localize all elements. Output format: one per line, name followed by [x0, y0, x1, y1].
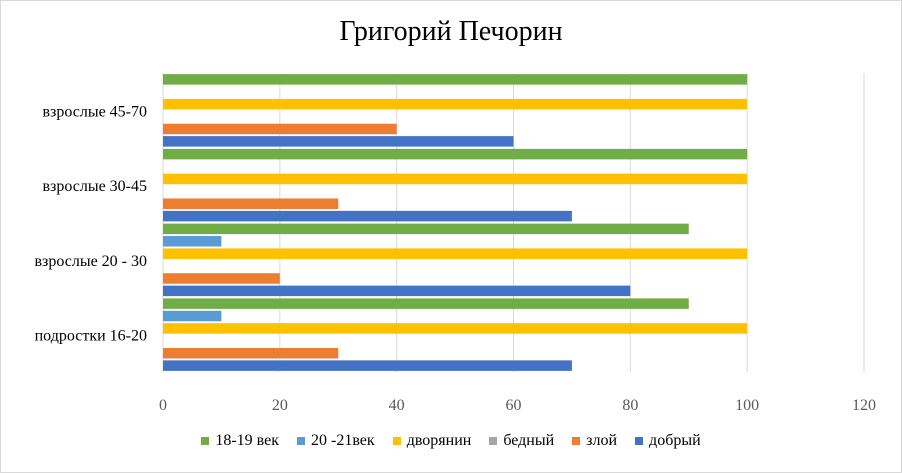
legend-item: 20 -21век — [297, 432, 375, 450]
category-label: взрослые 20 - 30 — [34, 253, 147, 270]
bar — [163, 273, 280, 284]
legend-swatch — [392, 437, 401, 445]
bar — [163, 74, 748, 85]
bar — [163, 248, 748, 259]
legend-swatch — [297, 437, 306, 445]
bar — [163, 136, 514, 147]
bar — [163, 148, 748, 160]
bar — [163, 347, 339, 359]
legend-label: дворянин — [406, 432, 472, 449]
bar — [163, 98, 748, 110]
category-label: взрослые 30-45 — [42, 178, 147, 195]
bar — [163, 210, 572, 222]
bar — [163, 223, 689, 235]
category-label: подростки 16-20 — [35, 328, 147, 345]
chart-legend: 18-19 век 20 -21век дворянин бедный злой добр… — [0, 432, 902, 450]
bar — [163, 198, 339, 209]
bar — [163, 360, 572, 371]
bar — [163, 173, 748, 185]
x-tick-label: 0 — [159, 397, 167, 414]
legend-swatch — [201, 437, 210, 445]
legend-swatch — [635, 437, 644, 445]
bar — [163, 236, 222, 247]
x-tick-label: 120 — [852, 397, 876, 414]
bar — [163, 310, 222, 322]
legend-item: злой — [572, 432, 617, 450]
legend-swatch — [572, 437, 581, 445]
legend-item: 18-19 век — [201, 432, 279, 450]
category-label: взрослые 45-70 — [42, 103, 147, 120]
bar — [163, 298, 689, 309]
x-tick-label: 60 — [506, 397, 522, 414]
x-tick-label: 100 — [735, 397, 759, 414]
legend-item: добрый — [635, 432, 701, 450]
legend-swatch — [489, 437, 498, 445]
bar — [163, 323, 748, 334]
legend-item: бедный — [489, 432, 554, 450]
x-tick-label: 20 — [272, 397, 288, 414]
legend-item: дворянин — [392, 432, 472, 450]
legend-label: 20 -21век — [311, 432, 375, 449]
legend-label: бедный — [503, 432, 555, 449]
x-tick-label: 80 — [622, 397, 638, 414]
x-tick-label: 40 — [389, 397, 405, 414]
bar — [163, 285, 631, 297]
legend-label: 18-19 век — [215, 432, 280, 449]
legend-label: злой — [586, 432, 618, 449]
bar — [163, 123, 397, 135]
legend-label: добрый — [649, 432, 701, 449]
chart-title: Григорий Печорин — [339, 16, 563, 47]
